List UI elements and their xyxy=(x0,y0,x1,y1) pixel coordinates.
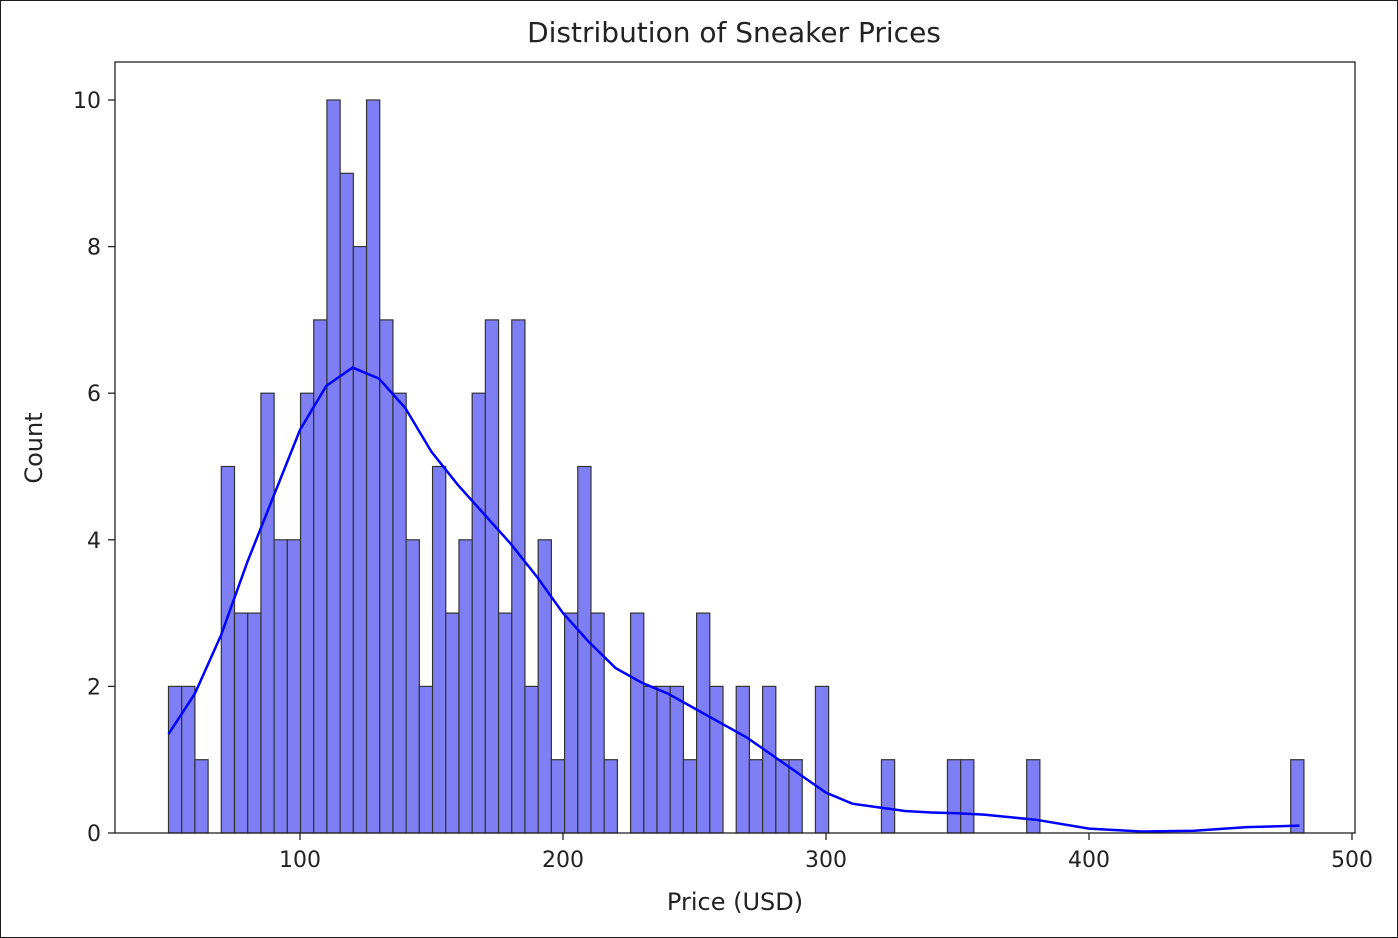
histogram-bar xyxy=(1290,759,1305,834)
histogram-bar xyxy=(814,685,830,834)
y-tick-label: 10 xyxy=(73,89,101,114)
histogram-bar xyxy=(656,685,671,834)
histogram-bar xyxy=(471,392,486,834)
histogram-bar xyxy=(603,759,618,834)
histogram-bar xyxy=(511,319,526,834)
y-tick-label: 4 xyxy=(87,529,101,554)
histogram-bar xyxy=(748,759,764,834)
histogram-bar xyxy=(326,99,341,834)
histogram-bar xyxy=(669,685,685,834)
histogram-bar xyxy=(550,759,566,834)
histogram-bar xyxy=(299,392,315,834)
x-tick-label: 400 xyxy=(1068,848,1110,873)
histogram-bar xyxy=(194,759,209,834)
histogram-bar xyxy=(735,685,751,834)
plot-area-border xyxy=(114,61,1356,834)
histogram-bar xyxy=(220,465,236,834)
histogram-bar xyxy=(1026,759,1041,834)
x-tick-label: 200 xyxy=(542,848,584,873)
histogram-bar xyxy=(775,759,790,834)
histogram-bar xyxy=(629,612,645,834)
y-tick-label: 8 xyxy=(87,236,101,261)
histogram-bar xyxy=(247,612,262,834)
y-axis-ticks: 0 2 4 6 8 10 xyxy=(73,89,115,847)
y-tick-label: 6 xyxy=(87,382,101,407)
histogram-bar xyxy=(577,465,592,834)
x-tick-label: 100 xyxy=(279,848,321,873)
histogram-bar xyxy=(960,759,975,834)
histogram-bar xyxy=(524,685,539,834)
histogram-bar xyxy=(709,685,724,834)
kde-curve xyxy=(167,366,1300,833)
histogram-bar xyxy=(696,612,711,834)
histogram-bar xyxy=(167,685,183,834)
histogram-bar xyxy=(286,539,302,834)
histogram-bar xyxy=(682,759,698,834)
histogram-bar xyxy=(418,685,434,834)
histogram-bar xyxy=(762,685,777,834)
histogram-bar xyxy=(537,539,552,834)
histogram-bar xyxy=(445,612,460,834)
histogram-bar xyxy=(946,759,962,834)
histogram-bar xyxy=(484,319,500,834)
histogram-bar xyxy=(233,612,249,834)
histogram-bar xyxy=(352,246,368,834)
histogram-bar xyxy=(339,172,354,834)
x-axis-ticks: 100 200 300 400 500 xyxy=(279,833,1373,873)
histogram-bar xyxy=(643,685,658,834)
y-tick-label: 2 xyxy=(87,675,101,700)
histogram-bar xyxy=(497,612,513,834)
histogram-bars xyxy=(167,99,1305,834)
histogram-bar xyxy=(392,392,407,834)
chart-title: Distribution of Sneaker Prices xyxy=(527,16,941,49)
histogram-bar xyxy=(379,319,394,834)
y-tick-label: 0 xyxy=(87,822,101,847)
histogram-bar xyxy=(365,99,381,834)
x-tick-label: 500 xyxy=(1331,848,1373,873)
histogram-bar xyxy=(563,612,579,834)
x-tick-label: 300 xyxy=(805,848,847,873)
histogram-bar xyxy=(880,759,896,834)
histogram-bar xyxy=(431,465,447,834)
histogram-bar xyxy=(458,539,473,834)
histogram-bar xyxy=(273,539,288,834)
histogram-bar xyxy=(260,392,275,834)
x-axis-label: Price (USD) xyxy=(666,888,804,916)
histogram-bar xyxy=(405,539,420,834)
histogram-bar xyxy=(181,685,196,834)
